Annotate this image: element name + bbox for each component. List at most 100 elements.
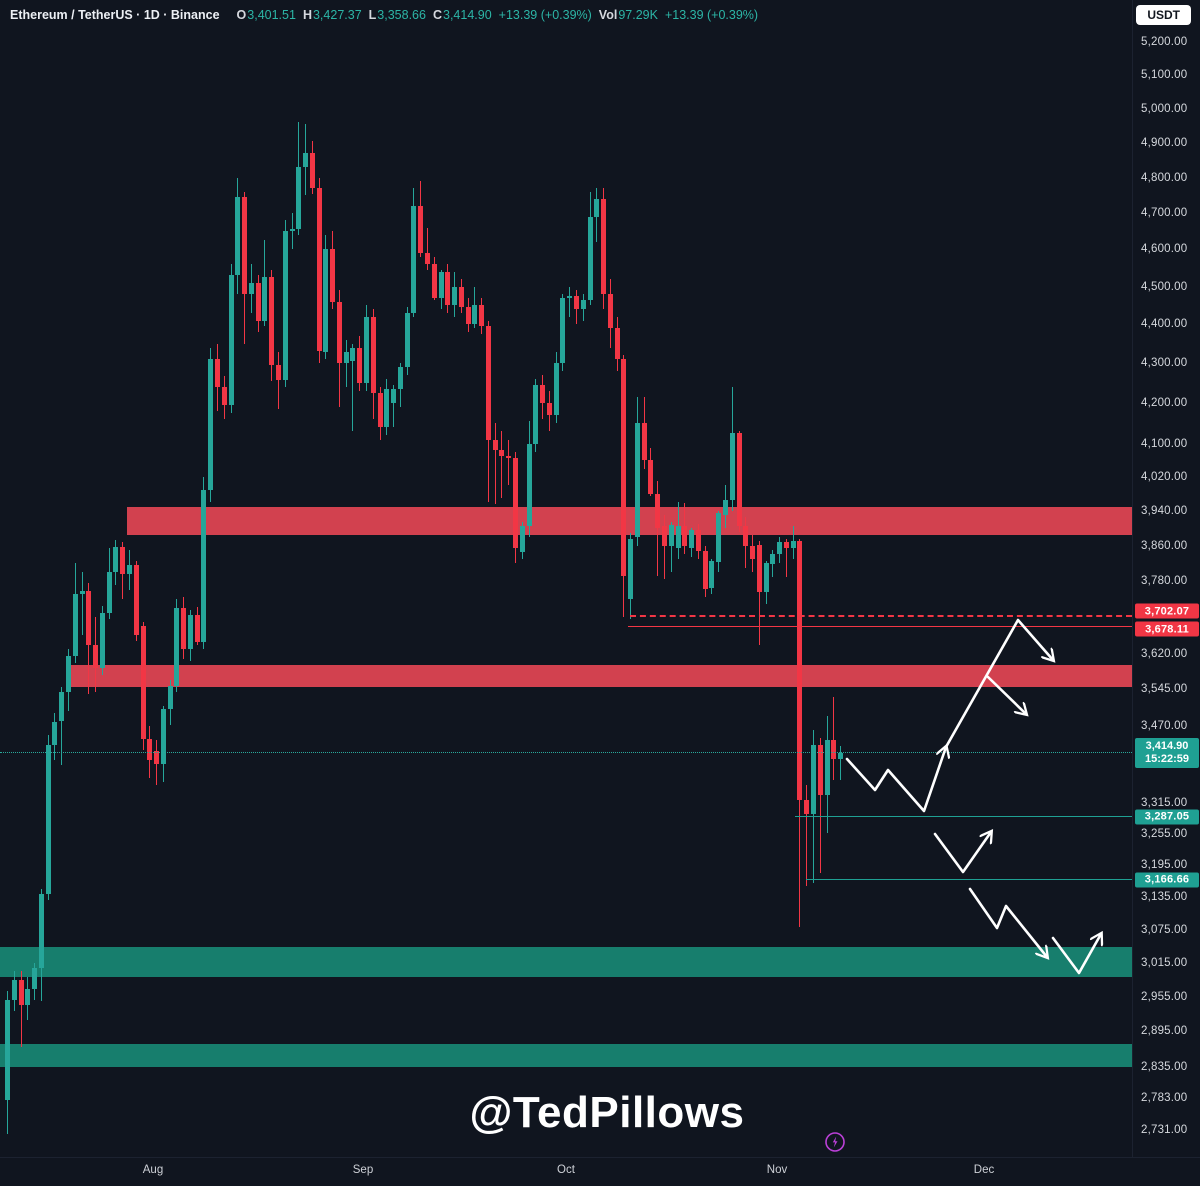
- candle: [797, 541, 803, 801]
- candle: [743, 526, 749, 546]
- path-reject-midzone-arrow[interactable]: [986, 675, 1026, 714]
- candle: [343, 351, 349, 364]
- candle: [79, 590, 85, 595]
- currency-toggle-button[interactable]: USDT: [1136, 5, 1191, 25]
- price-tick: 5,200.00: [1141, 36, 1188, 49]
- price-tick: 3,195.00: [1141, 858, 1188, 871]
- candle: [811, 745, 816, 815]
- candle-wick: [508, 439, 510, 486]
- candle-wick: [352, 343, 354, 432]
- candle: [336, 301, 342, 364]
- symbol-title[interactable]: Ethereum / TetherUS · 1D · Binance: [10, 8, 220, 22]
- candle-wick: [494, 423, 496, 505]
- bar-countdown: 15:22:59: [1144, 752, 1190, 765]
- candle-wick: [840, 746, 842, 781]
- candle: [519, 526, 525, 553]
- candle: [513, 458, 518, 548]
- time-axis[interactable]: Aug Sep Oct Nov Dec: [0, 1157, 1200, 1186]
- candle: [215, 359, 220, 388]
- high-value: 3,427.37: [312, 8, 362, 22]
- lightning-icon[interactable]: [824, 1131, 846, 1153]
- price-tick: 4,300.00: [1141, 357, 1188, 370]
- candle: [201, 489, 207, 643]
- candle: [5, 999, 10, 1100]
- candle: [330, 249, 336, 302]
- candle-wick: [20, 971, 22, 1048]
- demand-zone-upper[interactable]: [0, 946, 1132, 978]
- candle: [424, 253, 430, 265]
- candle: [357, 347, 363, 383]
- candle: [499, 449, 505, 457]
- candle: [614, 328, 620, 360]
- candle: [235, 197, 241, 276]
- candle: [682, 526, 688, 546]
- candle: [120, 546, 126, 575]
- time-tick-aug: Aug: [142, 1164, 164, 1176]
- candle: [492, 439, 498, 450]
- candle: [221, 387, 227, 405]
- candle: [831, 740, 837, 759]
- candle: [391, 389, 397, 403]
- candle: [458, 286, 464, 308]
- demand-zone-lower[interactable]: [0, 1043, 1132, 1068]
- price-tick: 3,015.00: [1141, 956, 1188, 969]
- candle: [662, 526, 667, 547]
- supply-zone-upper[interactable]: [127, 506, 1132, 536]
- candle: [126, 565, 132, 575]
- candle: [411, 205, 417, 313]
- price-tick: 4,500.00: [1141, 280, 1188, 293]
- path-bounce-small-arrow[interactable]: [933, 832, 991, 874]
- resistance-dashed-line[interactable]: [630, 615, 1132, 618]
- candle: [370, 316, 376, 393]
- price-tick: 4,200.00: [1141, 397, 1188, 409]
- candle: [364, 316, 369, 383]
- candle: [289, 229, 295, 232]
- price-alert-label: 3,702.07: [1135, 603, 1199, 619]
- price-tick: 4,800.00: [1141, 171, 1188, 184]
- current-price-line[interactable]: [0, 752, 1132, 753]
- candle: [106, 572, 112, 613]
- candle: [404, 313, 410, 368]
- path-bounce-demand-arrow[interactable]: [1051, 934, 1101, 975]
- time-tick-sep: Sep: [352, 1164, 374, 1176]
- candle: [52, 721, 58, 746]
- support-lower-line[interactable]: [806, 879, 1132, 881]
- chart-plot-area[interactable]: @TedPillows: [0, 0, 1132, 1157]
- candle: [32, 968, 38, 990]
- candle-wick: [291, 213, 293, 250]
- candle: [140, 626, 146, 739]
- candle: [716, 513, 722, 563]
- candle: [194, 614, 200, 643]
- support-upper-line[interactable]: [795, 816, 1132, 818]
- candle-wick: [393, 385, 395, 428]
- candle: [255, 282, 261, 321]
- time-tick-dec: Dec: [973, 1164, 995, 1176]
- candle: [546, 403, 552, 416]
- price-alert-label: 3,287.05: [1135, 809, 1199, 825]
- price-tick: 4,700.00: [1141, 207, 1188, 220]
- low-label: L: [368, 8, 377, 22]
- candle-wick: [81, 572, 83, 636]
- candle: [838, 752, 844, 760]
- price-axis[interactable]: 3,414.90 15:22:59 5,200.00 5,100.00 5,000.…: [1132, 0, 1200, 1157]
- candle: [526, 443, 532, 526]
- candle: [594, 198, 600, 217]
- price-tick: 3,075.00: [1141, 923, 1188, 936]
- path-up-zigzag-arrow[interactable]: [845, 747, 946, 813]
- last-price-label: 3,414.90 15:22:59: [1135, 737, 1199, 768]
- candle: [553, 363, 559, 416]
- supply-zone-lower[interactable]: [70, 664, 1132, 688]
- price-tick: 3,780.00: [1141, 574, 1188, 587]
- candle: [99, 612, 105, 668]
- candle: [438, 271, 444, 298]
- candle: [567, 295, 573, 298]
- path-down-zigzag-arrow[interactable]: [968, 887, 1047, 957]
- price-tick: 3,620.00: [1141, 648, 1188, 660]
- candle: [648, 460, 654, 494]
- candle: [573, 295, 579, 310]
- resistance-solid-line[interactable]: [628, 626, 1132, 628]
- candle: [601, 198, 606, 294]
- path-up-to-resistance-arrow[interactable]: [944, 618, 1053, 749]
- candle: [160, 708, 166, 764]
- candle-wick: [758, 541, 760, 645]
